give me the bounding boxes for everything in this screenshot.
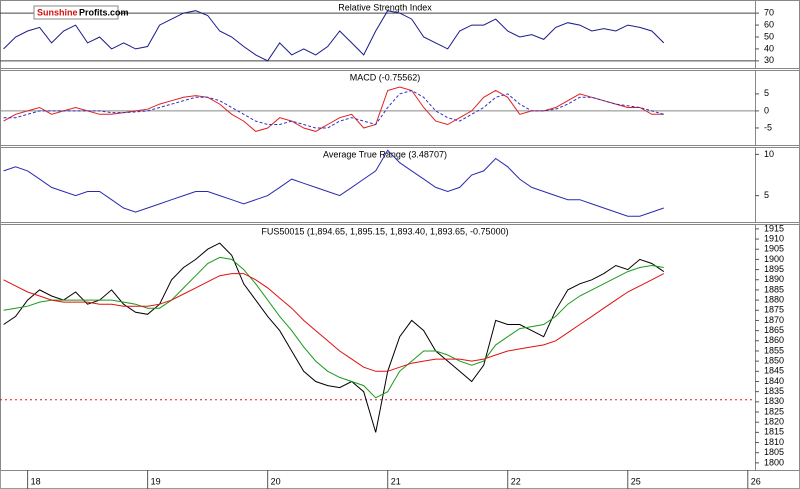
y-tick-label: 1905	[764, 244, 784, 254]
y-tick-label: 10	[764, 149, 774, 159]
x-tick-label: 19	[151, 476, 161, 486]
y-tick-label: 1805	[764, 447, 784, 457]
y-tick-label: 1885	[764, 284, 784, 294]
logo-text: Profits.com	[79, 7, 129, 17]
series-line	[3, 86, 664, 132]
chart-title: Relative Strength Index	[338, 2, 432, 12]
y-tick-label: 1800	[764, 457, 784, 467]
chart-title: FUS50015 (1,894.65, 1,895.15, 1,893.40, …	[261, 226, 508, 236]
y-tick-label: 5	[764, 88, 769, 98]
y-tick-label: 70	[764, 7, 774, 17]
series-line	[3, 10, 665, 62]
y-tick-label: 5	[764, 190, 769, 200]
logo-text: Sunshine	[37, 7, 78, 17]
y-tick-label: 1870	[764, 315, 784, 325]
y-tick-label: 60	[764, 19, 774, 29]
x-tick-label: 21	[391, 476, 401, 486]
series-line	[3, 242, 665, 433]
series-line	[3, 256, 664, 399]
series-line	[3, 149, 664, 217]
logo-box	[33, 5, 119, 20]
x-tick-label: 25	[631, 476, 641, 486]
y-tick-label: 1895	[764, 264, 784, 274]
y-tick-label: 1860	[764, 335, 784, 345]
y-tick-label: 1815	[764, 427, 784, 437]
y-tick-label: 1875	[764, 305, 784, 315]
y-tick-label: 30	[764, 55, 774, 65]
x-tick-label: 18	[31, 476, 41, 486]
x-tick-label: 20	[271, 476, 281, 486]
y-tick-label: 1810	[764, 437, 784, 447]
series-line	[3, 89, 664, 129]
y-tick-label: 50	[764, 31, 774, 41]
y-tick-label: 1845	[764, 366, 784, 376]
y-tick-label: 0	[764, 105, 769, 115]
y-tick-label: 1855	[764, 345, 784, 355]
y-tick-label: 1820	[764, 417, 784, 427]
y-tick-label: 1865	[764, 325, 784, 335]
y-tick-label: -5	[764, 122, 772, 132]
y-tick-label: 1840	[764, 376, 784, 386]
y-tick-label: 40	[764, 43, 774, 53]
x-tick-label: 22	[511, 476, 521, 486]
y-tick-label: 1890	[764, 274, 784, 284]
y-tick-label: 1835	[764, 386, 784, 396]
x-tick-label: 26	[751, 476, 761, 486]
y-tick-label: 1880	[764, 294, 784, 304]
y-tick-label: 1825	[764, 406, 784, 416]
y-tick-label: 1900	[764, 254, 784, 264]
y-tick-label: 1850	[764, 356, 784, 366]
y-tick-label: 1915	[764, 223, 784, 233]
y-tick-label: 1830	[764, 396, 784, 406]
y-tick-label: 1910	[764, 233, 784, 243]
logo: Sunshine Profits.com	[33, 5, 129, 20]
chart-title: MACD (-0.75562)	[350, 72, 421, 82]
series-line	[3, 273, 665, 372]
